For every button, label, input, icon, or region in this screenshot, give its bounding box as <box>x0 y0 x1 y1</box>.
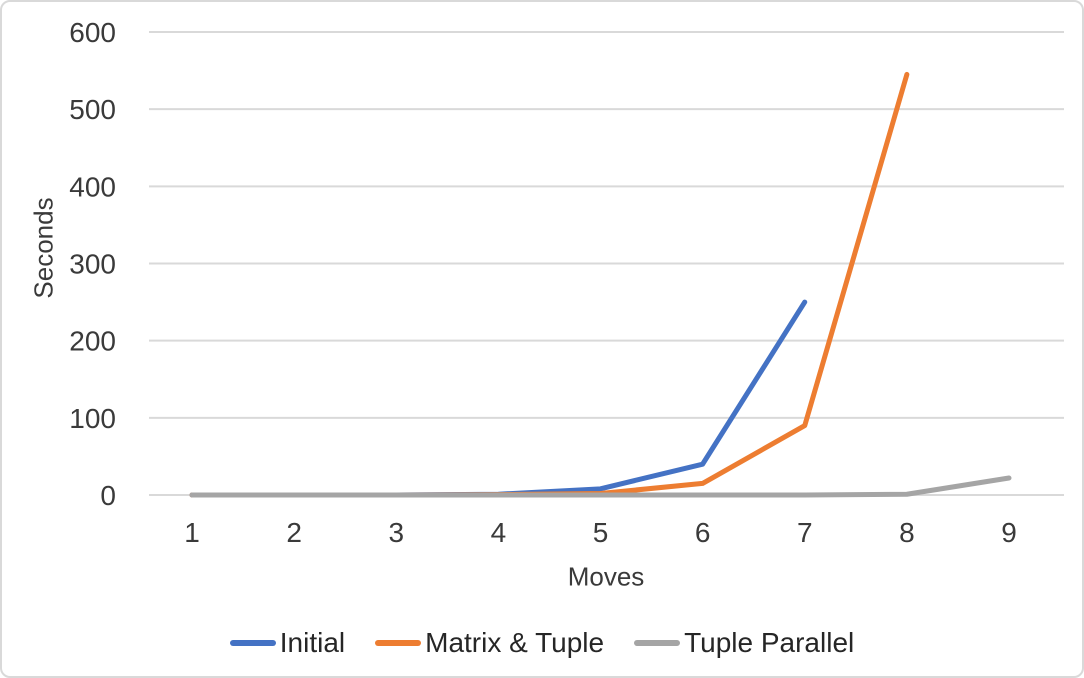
x-axis-tick-7: 7 <box>797 517 813 548</box>
y-axis-tick-100: 100 <box>69 403 116 434</box>
y-axis-tick-200: 200 <box>69 326 116 357</box>
legend-item-tuple-parallel: Tuple Parallel <box>634 627 854 659</box>
x-axis-tick-3: 3 <box>388 517 404 548</box>
legend-item-matrix-tuple: Matrix & Tuple <box>375 627 604 659</box>
y-axis-tick-600: 600 <box>69 17 116 48</box>
y-axis-title: Seconds <box>28 197 59 299</box>
legend-line-swatch <box>375 640 422 646</box>
chart-legend: Initial Matrix & Tuple Tuple Parallel <box>2 622 1082 664</box>
x-axis-tick-9: 9 <box>1001 517 1017 548</box>
x-axis-tick-4: 4 <box>491 517 507 548</box>
y-axis-tick-400: 400 <box>69 171 116 202</box>
y-axis-tick-500: 500 <box>69 94 116 125</box>
legend-item-initial: Initial <box>229 627 346 659</box>
legend-label: Tuple Parallel <box>684 627 855 658</box>
x-axis-tick-1: 1 <box>184 517 200 548</box>
series-line-tuple-parallel <box>189 475 1012 498</box>
legend-line-swatch <box>229 640 276 646</box>
legend-label: Matrix & Tuple <box>425 627 605 658</box>
line-chart-canvas: 0 100 200 300 400 500 600 1 2 3 4 5 6 7 8 9 <box>69 17 1064 548</box>
x-axis-tick-8: 8 <box>899 517 915 548</box>
y-axis-tick-0: 0 <box>100 480 116 511</box>
legend-label: Initial <box>279 627 346 658</box>
x-axis-tick-5: 5 <box>593 517 609 548</box>
x-axis-title: Moves <box>567 561 645 592</box>
x-axis-tick-6: 6 <box>695 517 711 548</box>
legend-line-swatch <box>634 640 681 646</box>
y-axis-tick-300: 300 <box>69 249 116 280</box>
series-line-matrix-tuple <box>189 71 910 498</box>
series-line-initial <box>189 299 808 498</box>
x-axis-tick-2: 2 <box>286 517 302 548</box>
